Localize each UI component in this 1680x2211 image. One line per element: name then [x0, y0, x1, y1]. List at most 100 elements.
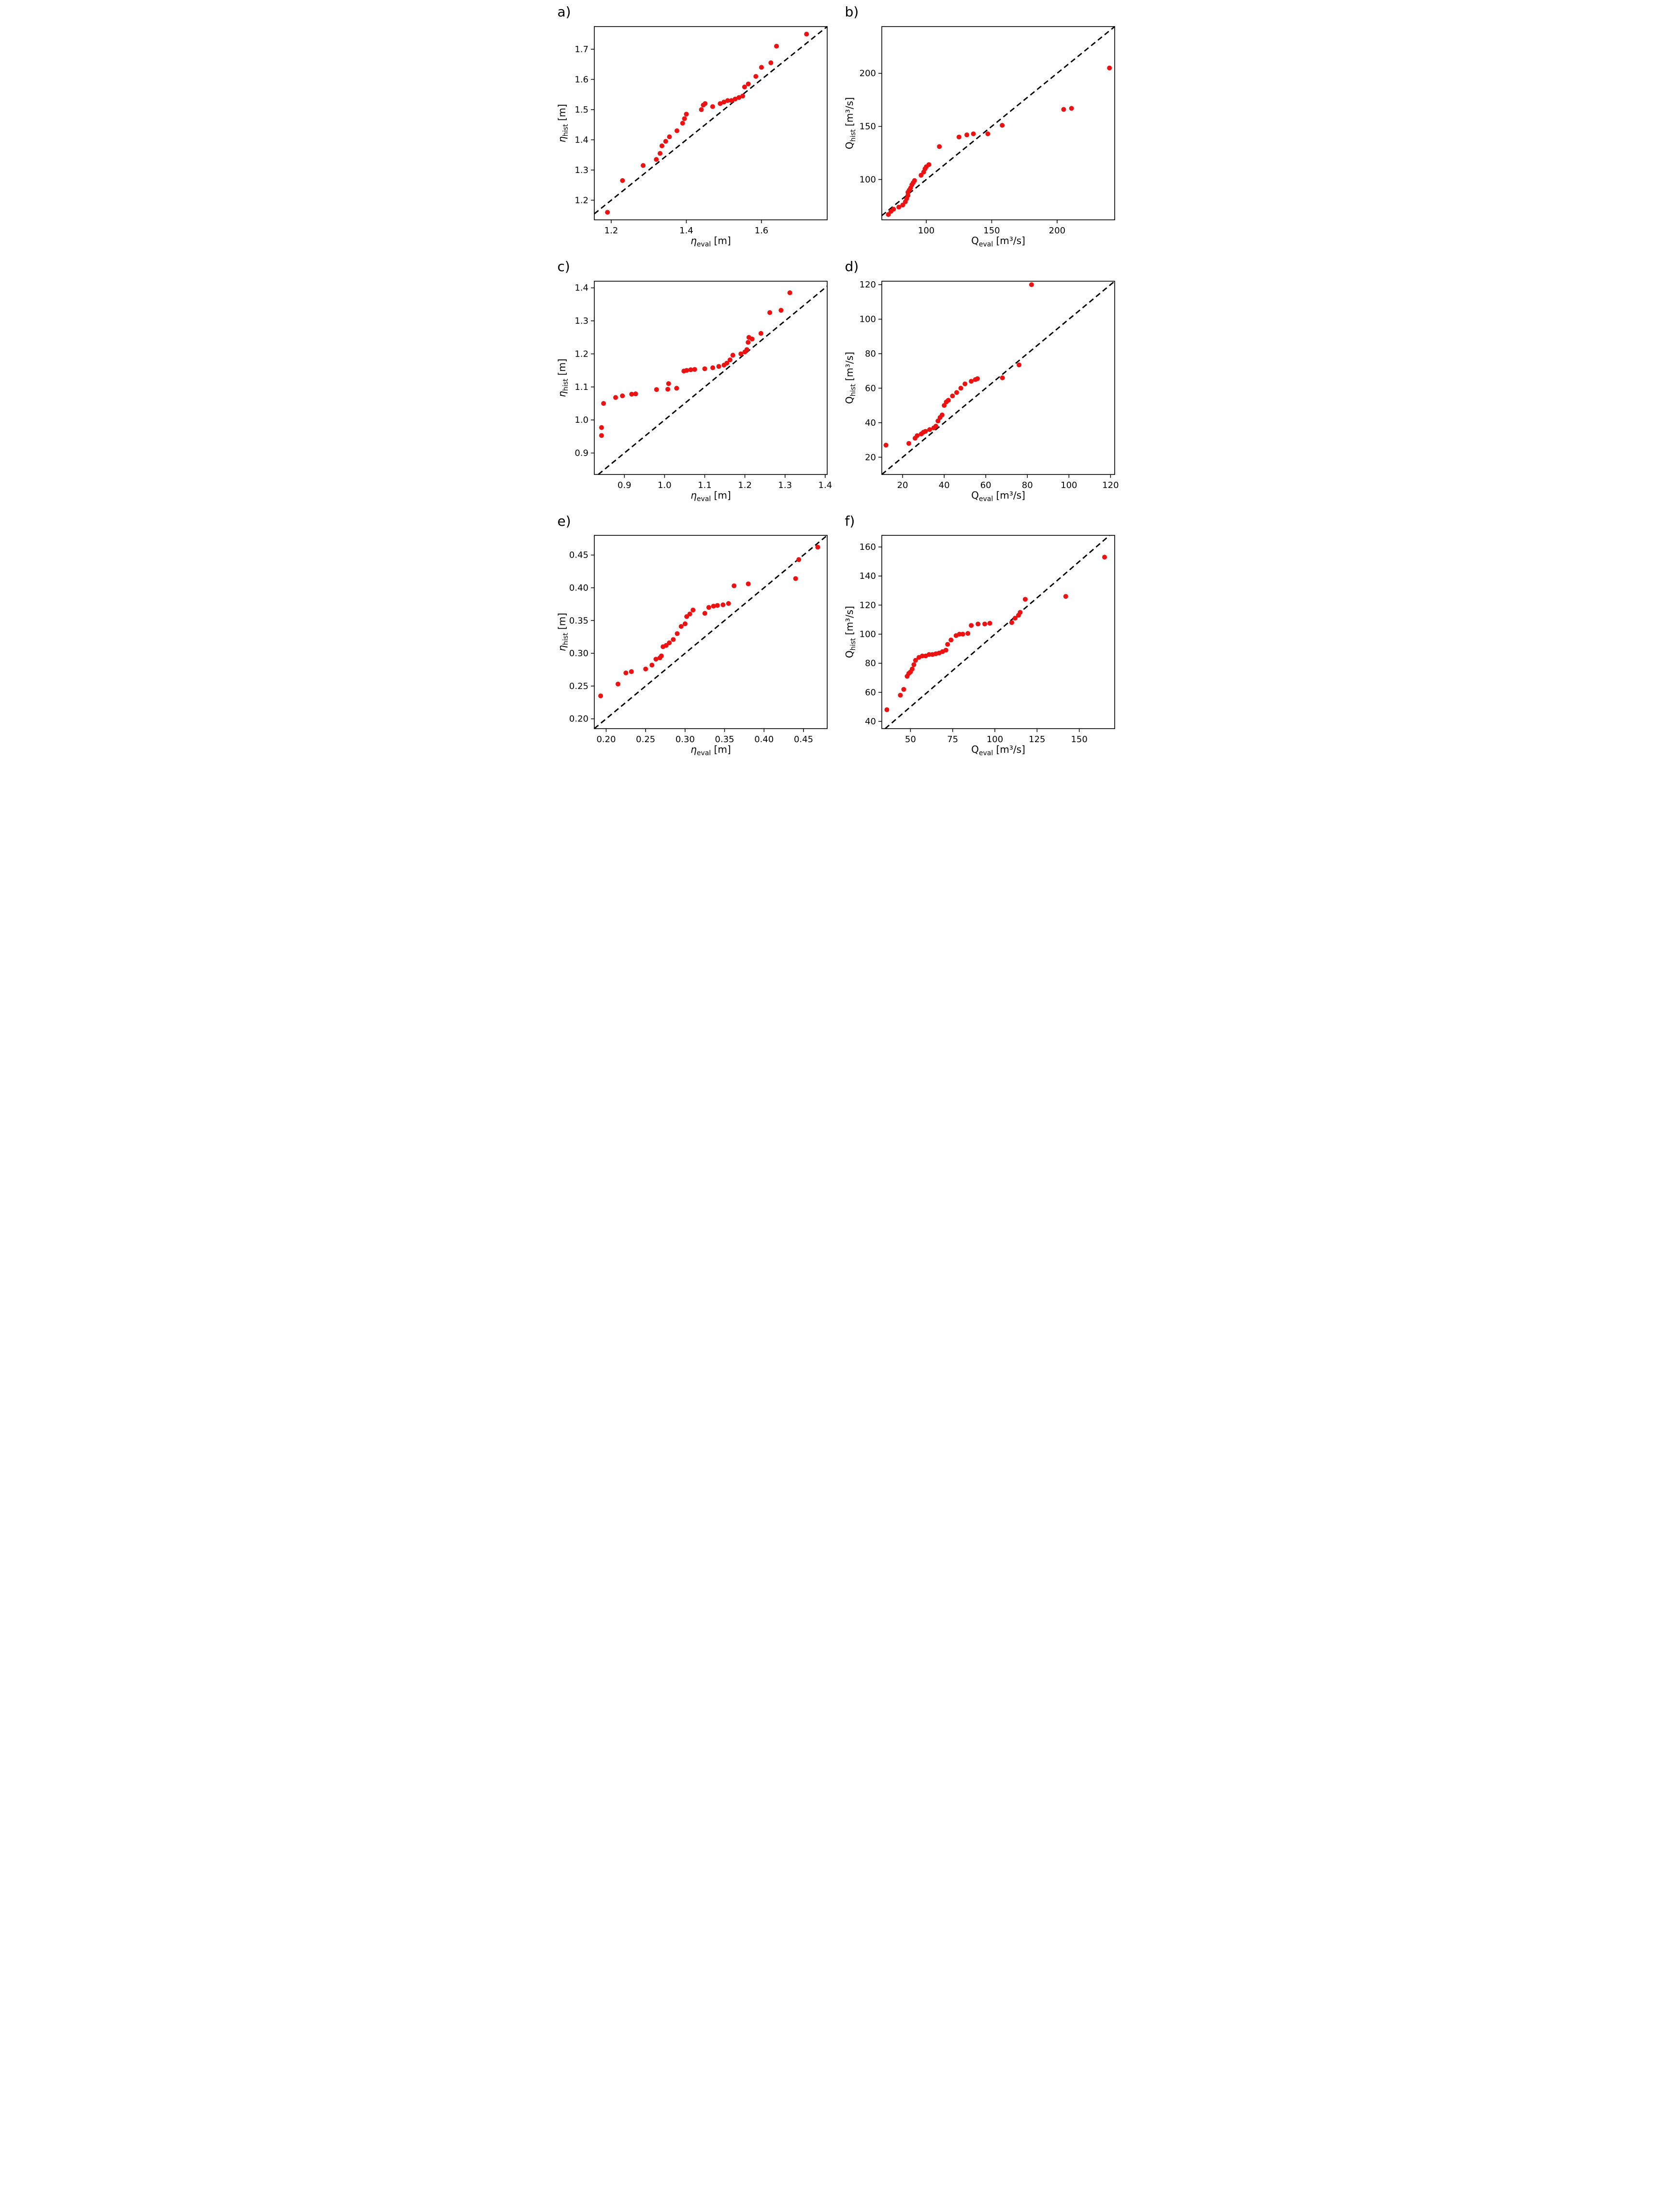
- data-point: [999, 123, 1005, 128]
- x-tick-label: 0.40: [754, 734, 774, 745]
- data-point: [716, 364, 721, 369]
- data-point: [909, 667, 915, 672]
- data-point: [749, 336, 755, 342]
- data-point: [706, 605, 711, 610]
- data-point: [954, 389, 959, 395]
- x-tick-label: 0.20: [596, 734, 616, 745]
- data-point: [692, 367, 697, 372]
- y-tick-label: 120: [859, 280, 876, 290]
- plot-box: [881, 535, 1115, 730]
- x-axis-label: Qeval [m³/s]: [971, 744, 1025, 757]
- plot-box: [593, 535, 828, 730]
- identity-line: [881, 280, 1115, 475]
- x-tick-label: 1.4: [679, 226, 693, 236]
- panel-label-d: d): [845, 258, 859, 274]
- data-point: [659, 653, 664, 659]
- y-tick-label: 60: [865, 688, 876, 698]
- data-point: [968, 623, 974, 628]
- data-point: [727, 357, 732, 362]
- y-tick-label: 1.2: [574, 195, 589, 205]
- y-tick-label: 20: [865, 452, 876, 462]
- x-tick-label: 0.35: [715, 734, 734, 745]
- data-point: [919, 654, 925, 659]
- data-point: [663, 139, 668, 144]
- x-axis-label: Qeval [m³/s]: [971, 235, 1025, 248]
- data-point: [901, 687, 906, 692]
- data-point: [659, 143, 664, 148]
- y-axis-label: Qhist [m³/s]: [844, 97, 857, 149]
- data-point: [985, 131, 990, 136]
- y-tick-label: 60: [865, 383, 876, 393]
- data-point: [1000, 375, 1005, 380]
- data-point: [682, 116, 687, 121]
- plot-box: [593, 280, 828, 475]
- panel-label-a: a): [557, 4, 571, 20]
- data-point: [1017, 610, 1022, 615]
- plot-box: [881, 26, 1115, 220]
- x-tick-label: 0.9: [617, 480, 632, 490]
- y-axis-label: ηhist [m]: [556, 104, 570, 143]
- identity-line: [593, 26, 828, 215]
- y-tick-label: 0.35: [569, 616, 588, 626]
- data-point: [746, 581, 751, 587]
- y-tick-label: 1.0: [574, 415, 589, 425]
- panel-c: c) 0.9 1.0 1.1 1.2 1.3 1.4 0.9 1.0 1.1 1.2 1.3 1.4 η…: [553, 258, 840, 505]
- data-point: [643, 667, 648, 672]
- y-tick-label: 100: [859, 314, 876, 324]
- data-point: [982, 621, 987, 627]
- data-point: [742, 84, 747, 89]
- data-point: [1012, 616, 1018, 621]
- y-tick-label: 1.6: [574, 74, 589, 85]
- x-tick-label: 1.4: [818, 480, 832, 490]
- panel-label-c: c): [557, 258, 570, 274]
- x-tick-label: 80: [1021, 480, 1033, 490]
- data-point: [730, 352, 735, 358]
- y-tick-label: 80: [865, 659, 876, 669]
- scatter-plot-e: 0.20 0.25 0.30 0.35 0.40 0.45 0.20 0.25 0.30 0.35…: [556, 535, 828, 757]
- scatter-plot-d: 20 40 60 80 100 120 20 40 60 80 100 120 Qeval [m³/s]…: [844, 280, 1119, 503]
- data-point: [933, 423, 938, 429]
- data-point: [725, 98, 730, 103]
- y-tick-label: 100: [859, 630, 876, 640]
- x-tick-label: 1.2: [604, 226, 618, 236]
- data-point: [746, 81, 751, 86]
- data-point: [1029, 282, 1034, 287]
- y-tick-label: 40: [865, 717, 876, 727]
- data-point: [778, 307, 783, 313]
- data-point: [927, 427, 932, 432]
- x-tick-label: 75: [947, 734, 958, 745]
- data-point: [678, 624, 684, 629]
- data-point: [975, 621, 980, 627]
- data-point: [922, 429, 928, 434]
- panel-a: a) 1.2 1.4 1.6 1.2 1.3 1.4 1.5 1.6 1.7 ηeval [m] η…: [553, 3, 840, 251]
- data-point: [717, 101, 722, 106]
- y-axis-label: ηhist [m]: [556, 359, 570, 397]
- panel-label-f: f): [845, 513, 855, 529]
- y-tick-label: 80: [865, 349, 876, 359]
- data-point: [911, 662, 916, 668]
- data-point: [629, 669, 634, 675]
- identity-line: [884, 535, 1110, 730]
- data-point: [615, 682, 620, 687]
- data-point: [939, 412, 945, 417]
- figure-grid: a) 1.2 1.4 1.6 1.2 1.3 1.4 1.5 1.6 1.7 ηeval [m] η…: [552, 0, 1128, 769]
- x-tick-label: 100: [986, 734, 1003, 745]
- y-tick-label: 0.20: [569, 714, 588, 724]
- data-point: [971, 131, 976, 136]
- x-tick-label: 50: [905, 734, 916, 745]
- data-point: [946, 398, 951, 403]
- scatter-plot-c: 0.9 1.0 1.1 1.2 1.3 1.4 0.9 1.0 1.1 1.2 1.3 1.4 ηeva…: [556, 280, 832, 503]
- data-point: [649, 662, 654, 668]
- data-point: [633, 391, 638, 396]
- y-tick-label: 1.4: [574, 283, 589, 293]
- data-point: [670, 637, 675, 642]
- data-point: [900, 202, 905, 208]
- y-axis-label: Qhist [m³/s]: [844, 352, 857, 404]
- data-point: [883, 442, 889, 447]
- data-point: [657, 151, 662, 156]
- data-point: [666, 134, 672, 139]
- data-point: [957, 632, 962, 637]
- x-tick-label: 0.30: [675, 734, 694, 745]
- data-point: [683, 112, 689, 117]
- y-tick-label: 0.30: [569, 648, 588, 659]
